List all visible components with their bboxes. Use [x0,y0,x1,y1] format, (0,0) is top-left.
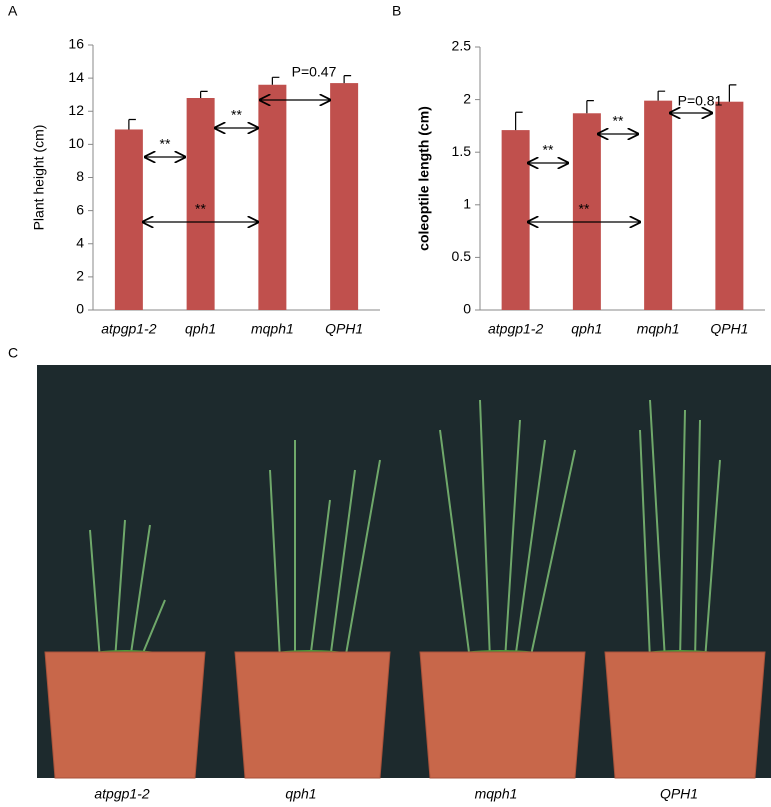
error-bar [343,75,352,84]
y-tick-label: 6 [76,201,84,217]
y-axis-label: coleoptile length (cm) [416,106,432,251]
bar [330,83,359,310]
annotation: ** [613,113,624,129]
annotation: ** [231,107,242,123]
annotation: ** [160,136,171,152]
y-tick-label: 2 [76,268,84,284]
y-tick-label: 8 [76,168,84,184]
photo-caption: mqph1 [475,786,518,802]
bar [114,129,143,310]
bar [501,130,530,310]
x-tick-label: mqph1 [637,321,680,337]
annotation: ** [543,142,554,158]
y-tick-label: 1.5 [452,143,472,159]
y-tick-label: 2.5 [452,38,472,54]
bar [572,113,601,310]
error-bar [271,76,280,85]
y-tick-label: 1 [463,196,471,212]
x-tick-label: qph1 [185,321,216,337]
annotation: ** [579,201,590,217]
x-tick-label: QPH1 [710,321,748,337]
error-bar [586,100,594,114]
panel-label: C [8,345,18,361]
bar [258,84,287,310]
annotation: P=0.47 [292,64,337,80]
bar [715,101,744,310]
y-tick-label: 16 [68,36,84,52]
error-bar [657,90,666,101]
y-tick-label: 0 [76,301,84,317]
y-tick-label: 4 [76,234,84,250]
x-tick-label: QPH1 [325,321,363,337]
photo-caption: qph1 [285,786,316,802]
error-bar [515,111,523,131]
x-tick-label: mqph1 [251,321,294,337]
x-tick-label: atpgp1-2 [101,321,156,337]
y-tick-label: 12 [68,102,84,118]
error-bar [128,118,136,130]
y-tick-label: 0 [463,301,471,317]
panel-label: B [392,3,401,19]
photo-caption: QPH1 [660,786,698,802]
y-tick-label: 2 [463,90,471,106]
y-tick-label: 10 [68,135,84,151]
y-axis-label: Plant height (cm) [31,125,47,231]
annotation: P=0.81 [678,93,723,109]
error-bar [200,90,208,98]
panel-label: A [8,3,18,19]
photo [37,365,771,779]
annotation: ** [195,201,206,217]
x-tick-label: qph1 [571,321,602,337]
bar [186,98,215,310]
y-tick-label: 14 [68,69,84,85]
x-tick-label: atpgp1-2 [488,321,543,337]
error-bar [728,84,737,102]
bar [644,100,673,310]
photo-caption: atpgp1-2 [94,786,149,802]
y-tick-label: 0.5 [452,248,472,264]
